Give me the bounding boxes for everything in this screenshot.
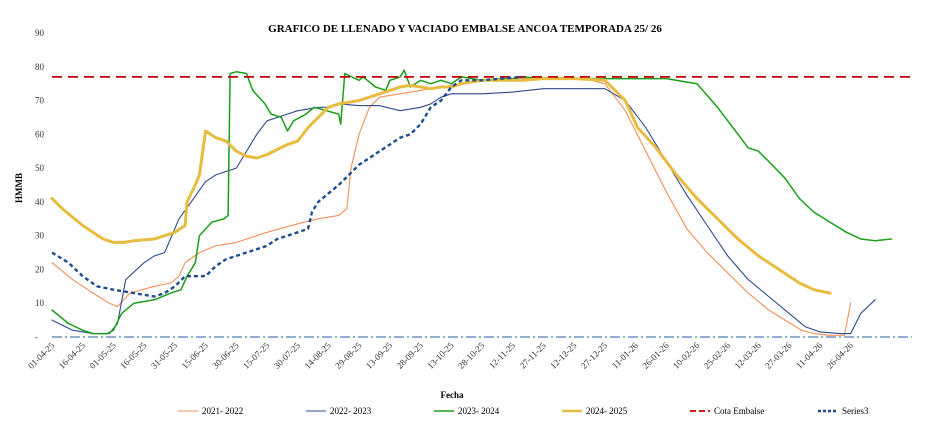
series-line: [51, 75, 524, 298]
x-tick-label: 10-02-26: [671, 340, 702, 371]
x-tick-label: 13-10-25: [425, 340, 456, 371]
legend-label: Cota Embalse: [714, 406, 764, 416]
series-line: [51, 88, 876, 335]
x-tick-label: 16-05-25: [118, 340, 149, 371]
x-tick-label: 13-09-25: [364, 340, 395, 371]
y-tick-label: -: [35, 332, 38, 342]
x-tick-label: 27-03-26: [763, 340, 794, 371]
y-tick-label: 20: [35, 264, 45, 274]
x-tick-label: 12-03-26: [732, 340, 763, 371]
x-tick-label: 16-04-25: [57, 340, 88, 371]
x-tick-label: 25-02-26: [702, 340, 733, 371]
legend-label: 2023- 2024: [458, 406, 500, 416]
x-tick-label: 30-07-25: [272, 340, 303, 371]
y-tick-label: 70: [35, 96, 45, 106]
chart-title: GRAFICO DE LLENADO Y VACIADO EMBALSE ANC…: [268, 23, 662, 35]
legend-label: 2022- 2023: [330, 406, 372, 416]
legend-label: 2021- 2022: [202, 406, 243, 416]
x-tick-label: 26-01-26: [640, 340, 671, 371]
axes: 10 20 30 40 50 60 70 80 90 -01-04-25 16-04-25 01-05…: [26, 28, 855, 371]
series-line: [51, 69, 893, 335]
y-axis-label: HMMB: [14, 173, 24, 203]
series-line: [51, 78, 852, 336]
y-tick-label: 30: [35, 231, 45, 241]
y-tick-label: 50: [35, 163, 45, 173]
y-tick-label: 40: [35, 197, 45, 207]
x-tick-label: 28-10-25: [456, 340, 487, 371]
series-line: [50, 77, 832, 295]
legend-label: Series3: [842, 406, 869, 416]
x-tick-label: 12-12-25: [548, 340, 579, 371]
x-tick-label: 15-06-25: [180, 340, 211, 371]
x-tick-label: 11-01-26: [610, 340, 641, 371]
x-tick-label: 26-04-26: [825, 340, 856, 371]
x-tick-label: 31-05-25: [149, 340, 180, 371]
x-tick-label: 15-07-25: [241, 340, 272, 371]
x-tick-label: 27-11-25: [518, 340, 549, 371]
x-tick-label: 14-08-25: [302, 340, 333, 371]
y-tick-label: 80: [35, 62, 45, 72]
legend-label: 2024- 2025: [586, 406, 628, 416]
y-tick-label: 10: [35, 298, 45, 308]
x-tick-label: 27-12-25: [579, 340, 610, 371]
x-tick-label: 01-04-25: [26, 340, 57, 371]
y-tick-label: 60: [35, 129, 45, 139]
x-tick-label: 11-04-26: [794, 340, 825, 371]
legend: 2021- 2022 2022- 2023 2023- 2024 2024- 2025…: [178, 406, 869, 416]
x-tick-label: 12-11-25: [487, 340, 518, 371]
y-tick-label: 90: [35, 28, 45, 38]
x-tick-label: 29-08-25: [333, 340, 364, 371]
x-tick-label: 30-06-25: [210, 340, 241, 371]
x-tick-label: 28-09-25: [395, 340, 426, 371]
plot-area: [50, 69, 912, 338]
x-axis-label: Fecha: [441, 390, 464, 400]
x-tick-label: 01-05-25: [87, 340, 118, 371]
